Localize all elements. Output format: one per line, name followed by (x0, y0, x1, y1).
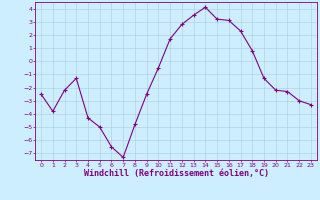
X-axis label: Windchill (Refroidissement éolien,°C): Windchill (Refroidissement éolien,°C) (84, 169, 268, 178)
